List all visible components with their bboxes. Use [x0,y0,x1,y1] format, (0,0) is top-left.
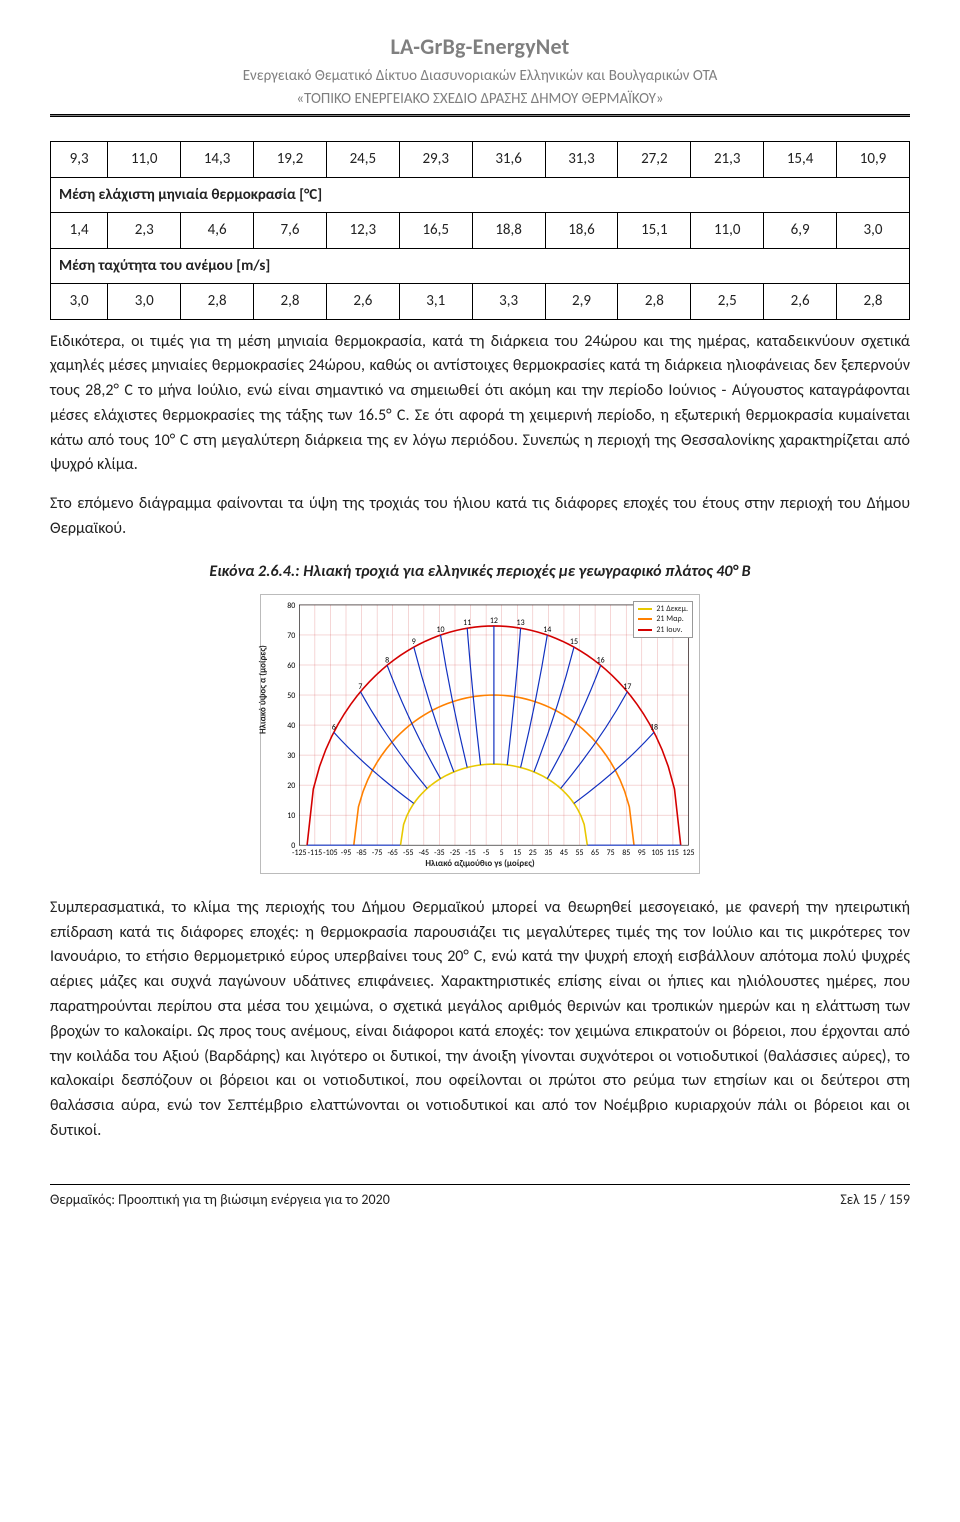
table-row-max-temp: 9,311,014,319,224,529,331,631,327,221,31… [51,142,910,178]
svg-text:70: 70 [287,631,295,641]
svg-text:6: 6 [332,722,336,732]
footer-right: Σελ 15 / 159 [840,1189,910,1210]
header-title: LA-GrBg-EnergyNet [50,30,910,63]
svg-text:8: 8 [385,655,389,665]
table-cell: 18,8 [472,213,545,249]
svg-text:11: 11 [463,618,471,628]
table-cell: 12,3 [326,213,399,249]
table-cell: 2,8 [837,284,910,320]
table-cell: 15,4 [764,142,837,178]
table-cell: 24,5 [326,142,399,178]
svg-text:0: 0 [291,841,295,851]
table-cell: 2,5 [691,284,764,320]
table-cell: 7,6 [254,213,327,249]
table-cell: 2,8 [618,284,691,320]
table-section-min-temp: Μέση ελάχιστη μηνιαία θερμοκρασία [°C] [51,177,910,213]
table-cell: 11,0 [691,213,764,249]
table-row-wind: 3,03,02,82,82,63,13,32,92,82,52,62,8 [51,284,910,320]
table-cell: 4,6 [181,213,254,249]
table-cell: 2,8 [181,284,254,320]
svg-text:10: 10 [437,625,445,635]
chart-xlabel: Ηλιακό αζιμούθιο γs (μοίρες) [261,857,699,871]
figure-caption: Εικόνα 2.6.4.: Ηλιακή τροχιά για ελληνικ… [50,560,910,584]
table-cell: 11,0 [108,142,181,178]
svg-text:14: 14 [543,625,551,635]
table-cell: 16,5 [399,213,472,249]
table-cell: 27,2 [618,142,691,178]
table-cell: 21,3 [691,142,764,178]
paragraph-1: Ειδικότερα, οι τιμές για τη μέση μηνιαία… [50,330,910,479]
svg-text:9: 9 [412,637,416,647]
svg-text:80: 80 [287,601,295,611]
chart-ylabel: Ηλιακό ύψος α (μοίρες) [256,645,270,734]
paragraph-3: Συμπερασματικά, το κλίμα της περιοχής το… [50,896,910,1144]
table-section-wind: Μέση ταχύτητα του ανέμου [m/s] [51,248,910,284]
page-header: LA-GrBg-EnergyNet Ενεργειακό Θεματικό Δί… [50,30,910,110]
table-cell: 3,1 [399,284,472,320]
svg-text:18: 18 [650,722,658,732]
table-cell: 31,6 [472,142,545,178]
header-rule [50,114,910,117]
table-cell: 19,2 [254,142,327,178]
table-cell: 2,8 [254,284,327,320]
chart-legend: 21 Δεκεμ.21 Μαρ.21 Ιουν. [633,601,693,638]
svg-text:12: 12 [490,616,498,626]
table-cell: 29,3 [399,142,472,178]
svg-text:16: 16 [597,655,605,665]
page-footer: Θερμαϊκός: Προοπτική για τη βιώσιμη ενέρ… [50,1184,910,1210]
table-cell: 10,9 [837,142,910,178]
svg-text:13: 13 [517,618,525,628]
table-row-min-temp: 1,42,34,67,612,316,518,818,615,111,06,93… [51,213,910,249]
svg-text:17: 17 [623,682,631,692]
svg-text:30: 30 [287,751,295,761]
svg-text:60: 60 [287,661,295,671]
header-subtitle-2: «ΤΟΠΙΚΟ ΕΝΕΡΓΕΙΑΚΟ ΣΧΕΔΙΟ ΔΡΑΣΗΣ ΔΗΜΟΥ Θ… [50,88,910,111]
table-cell: 3,0 [51,284,108,320]
svg-text:40: 40 [287,721,295,731]
table-cell: 9,3 [51,142,108,178]
header-subtitle-1: Ενεργειακό Θεματικό Δίκτυο Διασυνοριακών… [50,65,910,88]
table-cell: 3,3 [472,284,545,320]
svg-text:15: 15 [570,637,578,647]
table-cell: 31,3 [545,142,618,178]
svg-text:50: 50 [287,691,295,701]
chart-container: -125-115-105-95-85-75-65-55-45-35-25-15-… [50,594,910,874]
table-cell: 1,4 [51,213,108,249]
climate-table: 9,311,014,319,224,529,331,631,327,221,31… [50,141,910,320]
table-cell: 3,0 [837,213,910,249]
table-cell: 6,9 [764,213,837,249]
table-cell: 2,6 [326,284,399,320]
paragraph-2: Στο επόμενο διάγραμμα φαίνονται τα ύψη τ… [50,492,910,542]
table-cell: 3,0 [108,284,181,320]
svg-text:7: 7 [358,682,362,692]
svg-text:10: 10 [287,811,295,821]
table-cell: 15,1 [618,213,691,249]
table-cell: 18,6 [545,213,618,249]
table-cell: 2,3 [108,213,181,249]
table-cell: 2,9 [545,284,618,320]
footer-left: Θερμαϊκός: Προοπτική για τη βιώσιμη ενέρ… [50,1189,390,1210]
solar-path-chart: -125-115-105-95-85-75-65-55-45-35-25-15-… [260,594,700,874]
svg-text:20: 20 [287,781,295,791]
table-cell: 14,3 [181,142,254,178]
table-cell: 2,6 [764,284,837,320]
